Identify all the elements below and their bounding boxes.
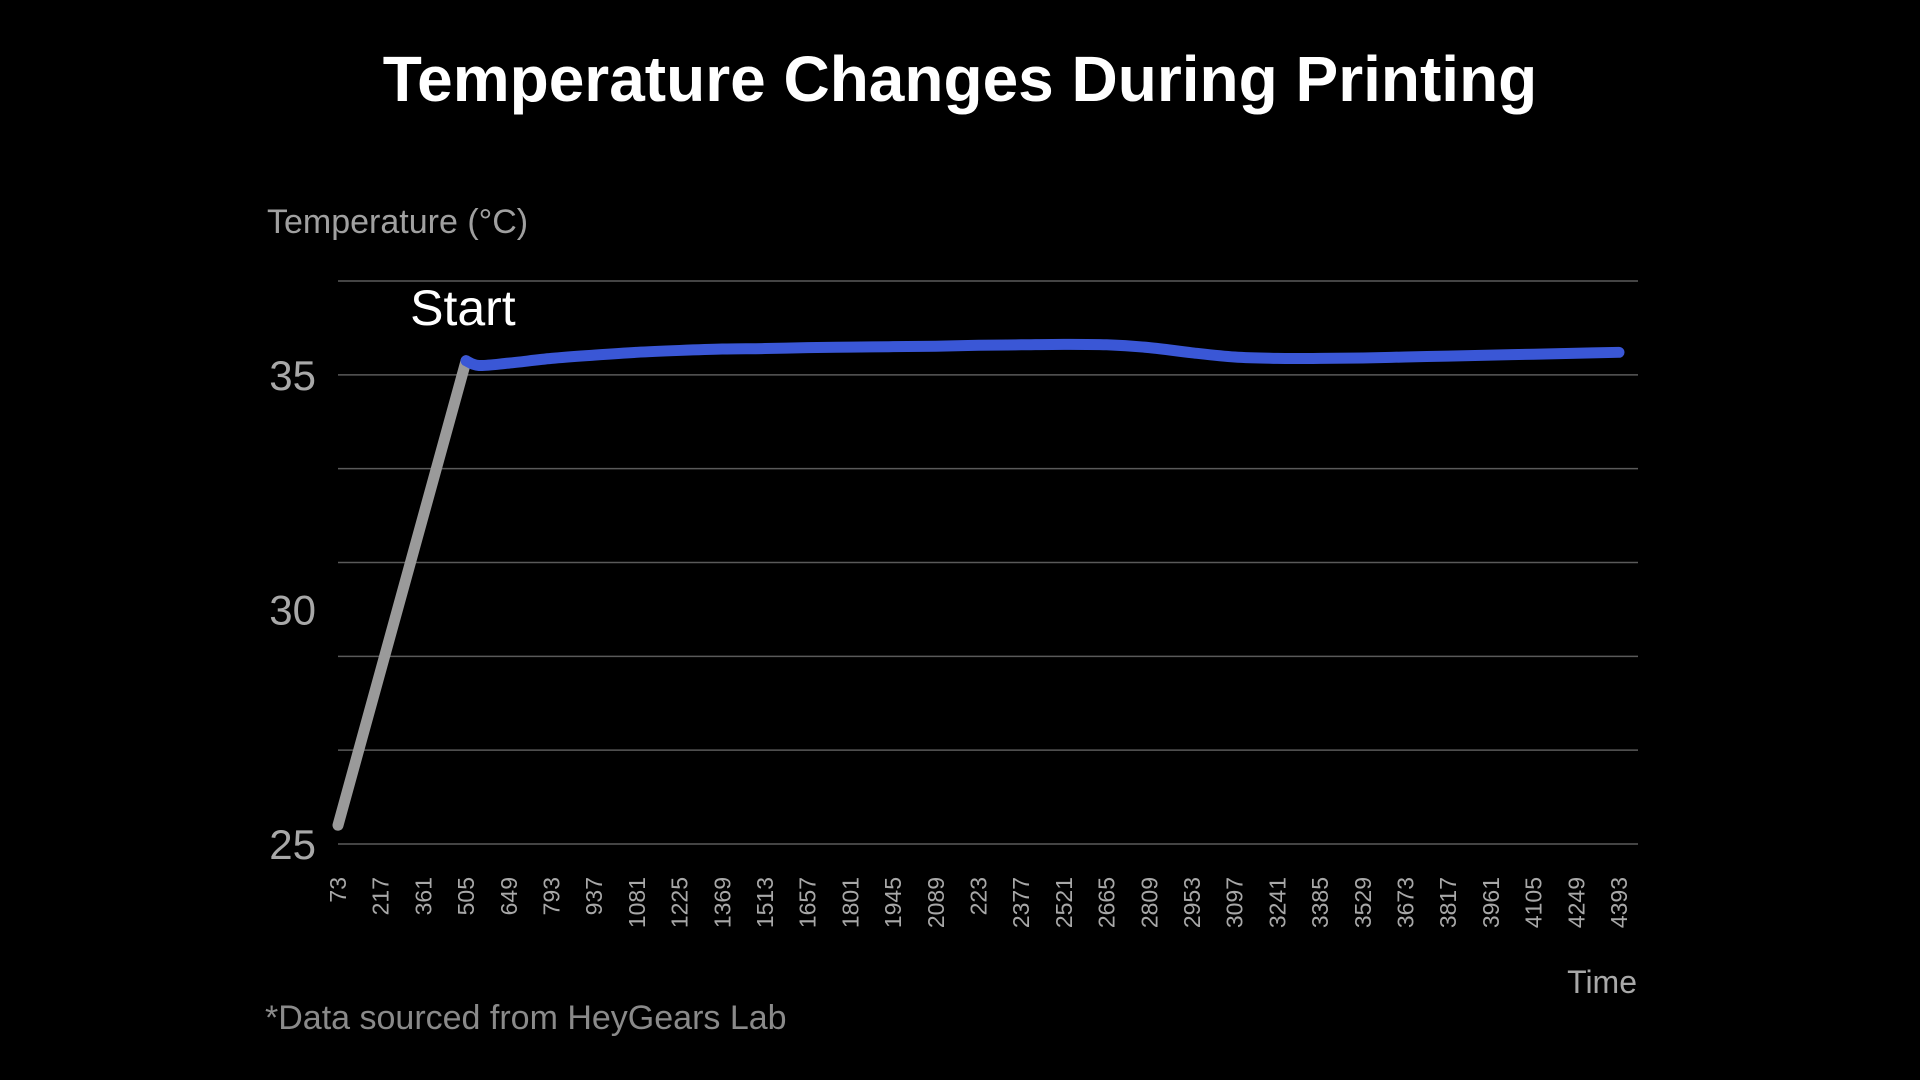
x-tick-label: 3097: [1222, 877, 1248, 928]
x-tick-label: 3961: [1478, 877, 1504, 928]
y-tick-label: 25: [269, 821, 316, 868]
x-tick-label: 223: [966, 877, 992, 915]
x-tick-label: 3817: [1435, 877, 1461, 928]
x-tick-label: 1945: [880, 877, 906, 928]
x-tick-label: 2089: [923, 877, 949, 928]
x-tick-label: 1081: [624, 877, 650, 928]
y-tick-label: 35: [269, 352, 316, 399]
gridlines: [338, 280, 1638, 845]
x-tick-label: 2953: [1179, 877, 1205, 928]
x-tick-label: 2809: [1136, 877, 1162, 928]
x-tick-label: 217: [368, 877, 394, 915]
x-tick-label: 2521: [1051, 877, 1077, 928]
x-tick-label: 1369: [709, 877, 735, 928]
x-tick-label: 4393: [1606, 877, 1632, 928]
chart-title: Temperature Changes During Printing: [382, 43, 1538, 115]
x-tick-label: 2377: [1008, 877, 1034, 928]
x-tick-label: 73: [325, 877, 351, 903]
series-lines: [332, 338, 1625, 831]
series-line-printing: [460, 338, 1625, 372]
y-tick-label: 30: [269, 586, 316, 633]
start-annotation: Start: [410, 280, 516, 336]
x-tick-label: 505: [453, 877, 479, 915]
data-source-note: *Data sourced from HeyGears Lab: [265, 999, 787, 1037]
x-tick-label: 4249: [1563, 877, 1589, 928]
x-tick-label: 3529: [1350, 877, 1376, 928]
y-axis-label: Temperature (°C): [267, 203, 528, 241]
x-tick-label: 3241: [1264, 877, 1290, 928]
chart-labels: Temperature (°C) 25 30 35 73 217 361 505 649 793 9…: [265, 203, 1637, 1037]
x-tick-label: 2665: [1094, 877, 1120, 928]
x-tick-label: 1801: [837, 877, 863, 928]
x-tick-label: 361: [410, 877, 436, 915]
x-tick-label: 3673: [1393, 877, 1419, 928]
x-tick-label: 793: [539, 877, 565, 915]
x-tick-label: 1225: [667, 877, 693, 928]
series-line-warm-up: [332, 355, 472, 831]
x-tick-label: 4105: [1521, 877, 1547, 928]
x-tick-label: 1513: [752, 877, 778, 928]
x-tick-label: 937: [581, 877, 607, 915]
x-tick-label: 1657: [795, 877, 821, 928]
x-axis-label: Time: [1567, 964, 1637, 1000]
x-tick-label: 649: [496, 877, 522, 915]
x-tick-label: 3385: [1307, 877, 1333, 928]
